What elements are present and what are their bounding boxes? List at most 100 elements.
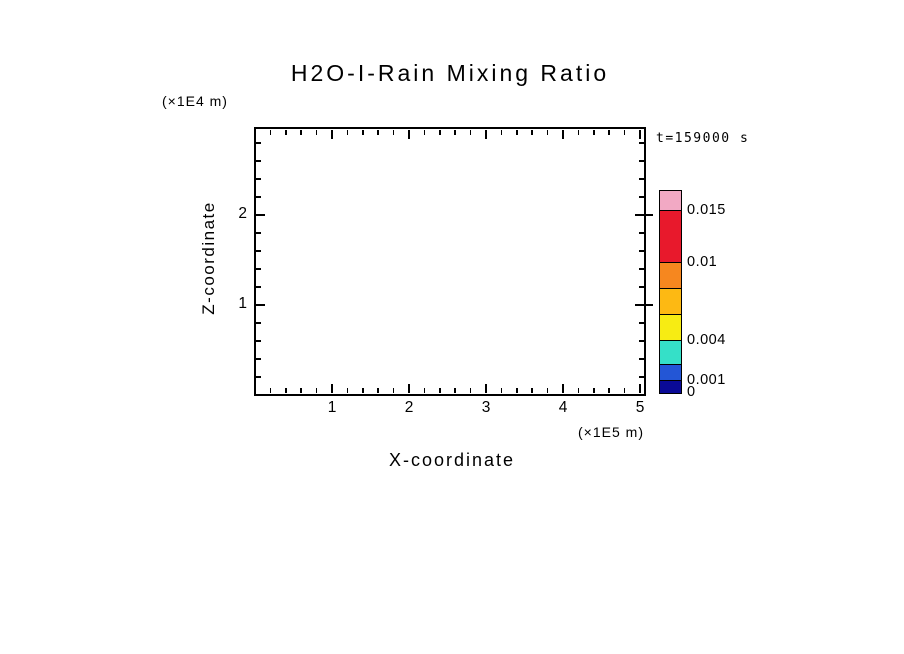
x-tick-label: 4 (558, 399, 568, 416)
y-minor-tick (256, 160, 261, 162)
x-minor-tick (362, 130, 364, 135)
x-minor-tick (439, 388, 441, 393)
y-minor-tick (639, 322, 644, 324)
colorbar-label: 0.001 (687, 372, 726, 388)
x-minor-tick (423, 130, 426, 135)
y-minor-tick (256, 232, 261, 234)
colorbar-segment-cyan (660, 341, 681, 365)
x-minor-tick (315, 388, 318, 393)
x-minor-tick (300, 388, 302, 393)
plot-area (254, 127, 646, 396)
x-axis-unit-label: (×1E5 m) (578, 424, 644, 440)
y-axis-unit-label: (×1E4 m) (162, 93, 228, 109)
y-minor-tick (639, 340, 644, 342)
x-minor-tick (392, 388, 395, 393)
x-major-tick (639, 130, 641, 139)
x-major-tick (408, 384, 410, 393)
y-minor-tick (256, 250, 261, 252)
x-minor-tick (362, 388, 364, 393)
y-minor-tick (639, 196, 644, 198)
x-major-tick (331, 384, 333, 393)
x-minor-tick (454, 130, 456, 135)
x-major-tick (562, 384, 564, 393)
x-minor-tick (269, 388, 272, 393)
x-minor-tick (531, 388, 533, 393)
y-minor-tick (256, 286, 261, 288)
y-minor-tick (639, 178, 644, 180)
y-major-tick (635, 304, 644, 306)
x-minor-tick (392, 130, 395, 135)
x-minor-tick (454, 388, 456, 393)
x-tick-label: 1 (327, 399, 337, 416)
x-minor-tick (346, 388, 349, 393)
x-minor-tick (546, 130, 549, 135)
x-minor-tick (593, 130, 595, 135)
colorbar-label: 0 (687, 384, 696, 400)
y-minor-tick (256, 268, 261, 270)
y-minor-tick (256, 196, 261, 198)
x-minor-tick (623, 388, 626, 393)
y-major-tick-outer (646, 214, 653, 216)
y-tick-label: 2 (238, 205, 247, 222)
x-minor-tick (546, 388, 549, 393)
x-major-tick (331, 130, 333, 139)
x-minor-tick (377, 388, 379, 393)
y-major-tick-outer (646, 304, 653, 306)
y-major-tick (635, 214, 644, 216)
x-axis-title: X-coordinate (388, 450, 516, 470)
x-tick-label: 2 (404, 399, 414, 416)
x-minor-tick (623, 130, 626, 135)
x-minor-tick (300, 130, 302, 135)
y-minor-tick (639, 232, 644, 234)
colorbar (659, 190, 682, 394)
y-minor-tick (256, 358, 261, 360)
y-minor-tick (639, 268, 644, 270)
y-minor-tick (256, 340, 261, 342)
x-minor-tick (285, 130, 287, 135)
x-major-tick (408, 130, 410, 139)
x-minor-tick (593, 388, 595, 393)
y-minor-tick (639, 250, 644, 252)
colorbar-segment-pink (660, 191, 681, 211)
colorbar-segment-blue (660, 365, 681, 381)
y-axis-title: Z-coordinate (199, 201, 218, 315)
x-tick-label: 3 (481, 399, 491, 416)
x-minor-tick (377, 130, 379, 135)
x-tick-label: 5 (635, 399, 645, 416)
x-minor-tick (315, 130, 318, 135)
x-major-tick (639, 384, 641, 393)
colorbar-segment-navy (660, 381, 681, 393)
x-minor-tick (577, 388, 580, 393)
x-minor-tick (608, 130, 610, 135)
x-minor-tick (439, 130, 441, 135)
y-minor-tick (639, 286, 644, 288)
y-minor-tick (639, 358, 644, 360)
y-major-tick (256, 304, 265, 306)
colorbar-label: 0.004 (687, 332, 726, 348)
x-minor-tick (469, 388, 472, 393)
x-minor-tick (346, 130, 349, 135)
y-minor-tick (256, 142, 261, 144)
x-minor-tick (608, 388, 610, 393)
x-major-tick (485, 384, 487, 393)
y-minor-tick (639, 160, 644, 162)
colorbar-segment-red (660, 211, 681, 263)
colorbar-segment-orange (660, 263, 681, 289)
colorbar-segment-amber (660, 289, 681, 315)
x-minor-tick (500, 388, 503, 393)
y-minor-tick (639, 376, 644, 378)
x-major-tick (485, 130, 487, 139)
x-minor-tick (531, 130, 533, 135)
y-minor-tick (256, 376, 261, 378)
x-minor-tick (269, 130, 272, 135)
y-minor-tick (639, 142, 644, 144)
x-minor-tick (516, 388, 518, 393)
colorbar-label: 0.01 (687, 254, 718, 270)
y-minor-tick (256, 322, 261, 324)
x-minor-tick (469, 130, 472, 135)
x-major-tick (562, 130, 564, 139)
x-minor-tick (577, 130, 580, 135)
chart-title: H2O-I-Rain Mixing Ratio (290, 60, 610, 86)
x-minor-tick (500, 130, 503, 135)
